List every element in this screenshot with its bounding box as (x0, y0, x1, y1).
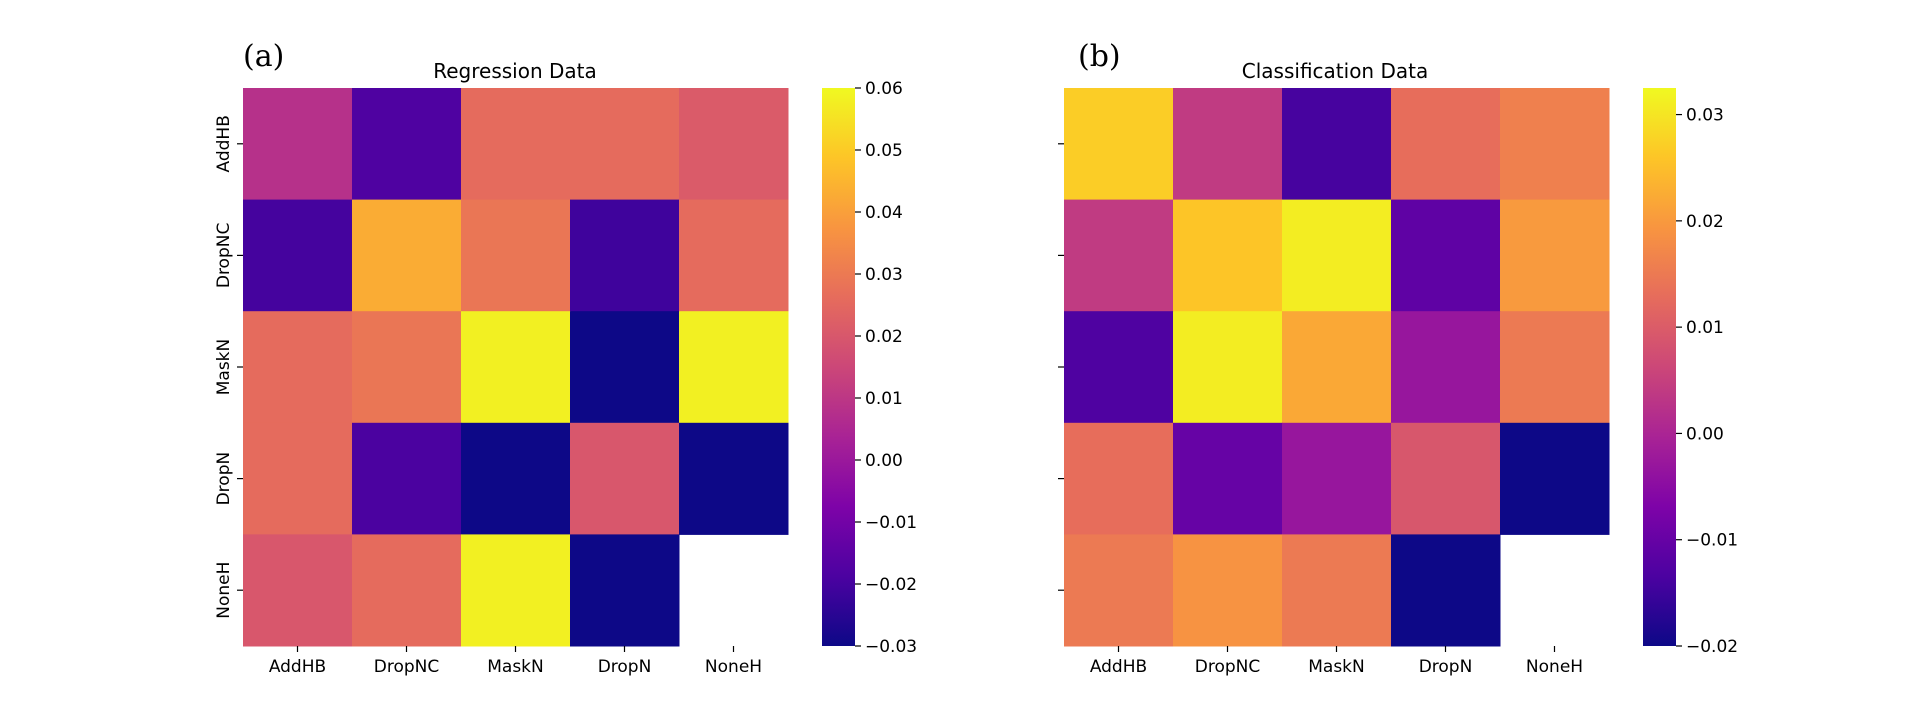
x-tick-label-MaskN: MaskN (1308, 657, 1365, 677)
colorbar-tick-label: 0.06 (865, 79, 903, 99)
heatmap-cell-NoneH-MaskN (1282, 534, 1392, 647)
panel-label-a: (a) (243, 39, 284, 74)
heatmap-cell-DropN-DropN (1391, 422, 1501, 535)
heatmap-cell-AddHB-MaskN (1282, 88, 1392, 201)
cells-b (1064, 88, 1610, 647)
heatmap-cell-DropN-DropN (570, 422, 680, 535)
heatmap-cell-MaskN-AddHB (243, 311, 353, 424)
heatmap-cell-DropNC-DropN (570, 199, 680, 312)
heatmap-cell-AddHB-AddHB (243, 88, 353, 201)
colorbar-tick-label: −0.02 (1686, 637, 1738, 657)
heatmap-cell-DropNC-AddHB (1064, 199, 1174, 312)
heatmap-cell-DropN-MaskN (461, 422, 571, 535)
colorbar-tick-label: −0.01 (865, 513, 917, 533)
colorbar-tick-label: 0.04 (865, 203, 903, 223)
heatmap-cell-MaskN-DropN (1391, 311, 1501, 424)
heatmap-cell-NoneH-MaskN (461, 534, 571, 647)
heatmap-cell-DropNC-DropN (1391, 199, 1501, 312)
colorbar-tick-label: 0.00 (1686, 424, 1724, 444)
y-tick-label-DropN: DropN (214, 452, 234, 506)
colorbar-tick-label: 0.01 (865, 389, 903, 409)
heatmap-panel-b: (b) Classification Data AddHB DropNC MaskN… (1058, 39, 1738, 677)
heatmap-cell-AddHB-DropN (570, 88, 680, 201)
heatmap-cell-NoneH-DropN (1391, 534, 1501, 647)
heatmap-cell-MaskN-MaskN (461, 311, 571, 424)
col-labels-a: AddHB DropNC MaskN DropN NoneH (269, 646, 762, 677)
y-tick-label-NoneH: NoneH (214, 562, 234, 619)
heatmap-panel-a: (a) Regression Data AddHB DropNC MaskN Drop… (214, 39, 917, 677)
heatmap-cell-DropNC-DropNC (1173, 199, 1283, 312)
heatmap-cell-DropNC-NoneH (679, 199, 789, 312)
colorbar-tick-label: 0.00 (865, 451, 903, 471)
panel-label-b: (b) (1078, 39, 1121, 74)
x-tick-label-DropNC: DropNC (1195, 657, 1261, 677)
heatmap-cell-DropN-AddHB (1064, 422, 1174, 535)
heatmap-cell-NoneH-DropNC (352, 534, 462, 647)
colorbar-tick-label: 0.02 (865, 327, 903, 347)
colorbar-tick-label: 0.05 (865, 141, 903, 161)
heatmap-cell-NoneH-DropN (570, 534, 680, 647)
chart-title-a: Regression Data (433, 59, 597, 83)
colorbar-tick-label: 0.03 (1686, 106, 1724, 126)
colorbar-tick-label: −0.02 (865, 575, 917, 595)
heatmap-cell-DropNC-AddHB (243, 199, 353, 312)
colorbar-ticks-a: −0.03 −0.02 −0.01 0.00 0.01 0.02 0.03 0.04 0.05 0… (855, 79, 917, 657)
colorbar-b (1643, 88, 1676, 646)
row-labels-a: AddHB DropNC MaskN DropN NoneH (214, 115, 243, 619)
heatmap-cell-DropNC-MaskN (461, 199, 571, 312)
x-tick-label-NoneH: NoneH (705, 657, 762, 677)
colorbar-a (822, 88, 855, 646)
y-tick-label-AddHB: AddHB (214, 115, 234, 172)
x-tick-label-DropNC: DropNC (374, 657, 440, 677)
heatmap-cell-AddHB-MaskN (461, 88, 571, 201)
heatmap-cell-NoneH-AddHB (1064, 534, 1174, 647)
colorbar-tick-label: 0.01 (1686, 318, 1724, 338)
x-tick-label-AddHB: AddHB (269, 657, 326, 677)
heatmap-cell-AddHB-DropN (1391, 88, 1501, 201)
heatmap-cell-MaskN-DropN (570, 311, 680, 424)
y-tick-label-DropNC: DropNC (214, 223, 234, 289)
heatmap-cell-MaskN-AddHB (1064, 311, 1174, 424)
colorbar-tick-label: 0.03 (865, 265, 903, 285)
heatmap-cell-DropN-AddHB (243, 422, 353, 535)
heatmap-cell-DropN-NoneH (679, 422, 789, 535)
row-ticks-b (1058, 143, 1064, 591)
col-labels-b: AddHB DropNC MaskN DropN NoneH (1090, 646, 1583, 677)
heatmap-cell-DropN-DropNC (1173, 422, 1283, 535)
cells-a (243, 88, 789, 647)
chart-title-b: Classification Data (1242, 59, 1428, 83)
heatmap-cell-MaskN-DropNC (1173, 311, 1283, 424)
x-tick-label-DropN: DropN (1419, 657, 1473, 677)
colorbar-tick-label: −0.03 (865, 637, 917, 657)
heatmap-cell-MaskN-MaskN (1282, 311, 1392, 424)
heatmap-cell-DropNC-NoneH (1500, 199, 1610, 312)
heatmap-cell-MaskN-NoneH (679, 311, 789, 424)
colorbar-tick-label: −0.01 (1686, 531, 1738, 551)
heatmap-cell-AddHB-AddHB (1064, 88, 1174, 201)
heatmap-cell-MaskN-DropNC (352, 311, 462, 424)
x-tick-label-AddHB: AddHB (1090, 657, 1147, 677)
heatmap-cell-NoneH-AddHB (243, 534, 353, 647)
heatmap-cell-AddHB-DropNC (352, 88, 462, 201)
colorbar-tick-label: 0.02 (1686, 212, 1724, 232)
y-tick-label-MaskN: MaskN (214, 339, 234, 396)
heatmap-cell-AddHB-DropNC (1173, 88, 1283, 201)
x-tick-label-DropN: DropN (598, 657, 652, 677)
heatmap-cell-DropNC-DropNC (352, 199, 462, 312)
x-tick-label-MaskN: MaskN (487, 657, 544, 677)
heatmap-cell-AddHB-NoneH (1500, 88, 1610, 201)
x-tick-label-NoneH: NoneH (1526, 657, 1583, 677)
heatmap-cell-DropN-DropNC (352, 422, 462, 535)
heatmap-cell-NoneH-DropNC (1173, 534, 1283, 647)
heatmap-cell-DropN-NoneH (1500, 422, 1610, 535)
heatmap-cell-AddHB-NoneH (679, 88, 789, 201)
colorbar-ticks-b: −0.02 −0.01 0.00 0.01 0.02 0.03 (1676, 106, 1738, 657)
heatmap-cell-DropNC-MaskN (1282, 199, 1392, 312)
heatmap-cell-DropN-MaskN (1282, 422, 1392, 535)
heatmap-cell-MaskN-NoneH (1500, 311, 1610, 424)
